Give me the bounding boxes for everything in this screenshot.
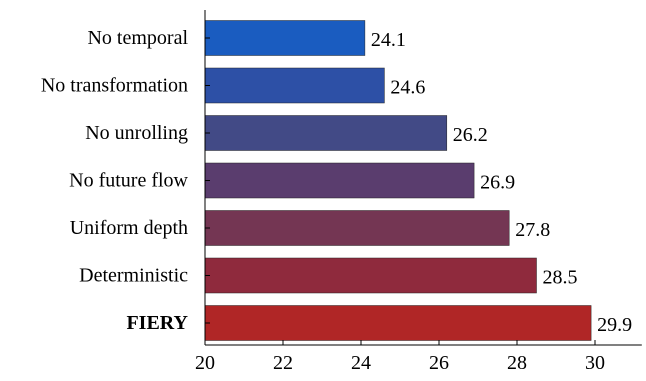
category-label-no-transformation: No transformation xyxy=(41,75,188,97)
value-label-no-unrolling: 26.2 xyxy=(453,124,488,146)
category-label-no-unrolling: No unrolling xyxy=(85,122,188,144)
category-label-no-future-flow: No future flow xyxy=(69,170,188,192)
value-label-fiery: 29.9 xyxy=(597,314,632,336)
bar-no-transformation xyxy=(204,67,385,104)
category-label-uniform-depth: Uniform depth xyxy=(70,217,188,239)
x-tick-label: 22 xyxy=(273,352,293,374)
bar-fiery xyxy=(204,305,592,341)
bar-uniform-depth xyxy=(204,210,510,246)
category-label-fiery: FIERY xyxy=(126,312,188,334)
x-tick-label: 30 xyxy=(585,352,605,374)
category-label-no-temporal: No temporal xyxy=(87,27,188,49)
bar-no-future-flow xyxy=(204,162,475,199)
bar-deterministic xyxy=(204,257,537,294)
bar-no-unrolling xyxy=(204,115,448,151)
bars-group xyxy=(204,20,592,341)
category-label-deterministic: Deterministic xyxy=(79,265,188,287)
x-tick-label: 24 xyxy=(351,352,371,374)
axes: 20 22 24 26 28 30 xyxy=(195,10,642,374)
category-labels: No temporal No transformation No unrolling… xyxy=(41,27,189,334)
value-label-no-transformation: 24.6 xyxy=(390,77,425,99)
x-tick-label: 28 xyxy=(507,352,527,374)
value-label-deterministic: 28.5 xyxy=(543,267,578,289)
bar-no-temporal xyxy=(204,20,366,56)
value-labels: 24.1 24.6 26.2 26.9 27.8 28.5 29.9 xyxy=(371,29,632,336)
value-label-uniform-depth: 27.8 xyxy=(515,219,550,241)
x-tick-label: 26 xyxy=(429,352,449,374)
x-tick-label: 20 xyxy=(195,352,215,374)
value-label-no-future-flow: 26.9 xyxy=(480,172,515,194)
value-label-no-temporal: 24.1 xyxy=(371,29,406,51)
